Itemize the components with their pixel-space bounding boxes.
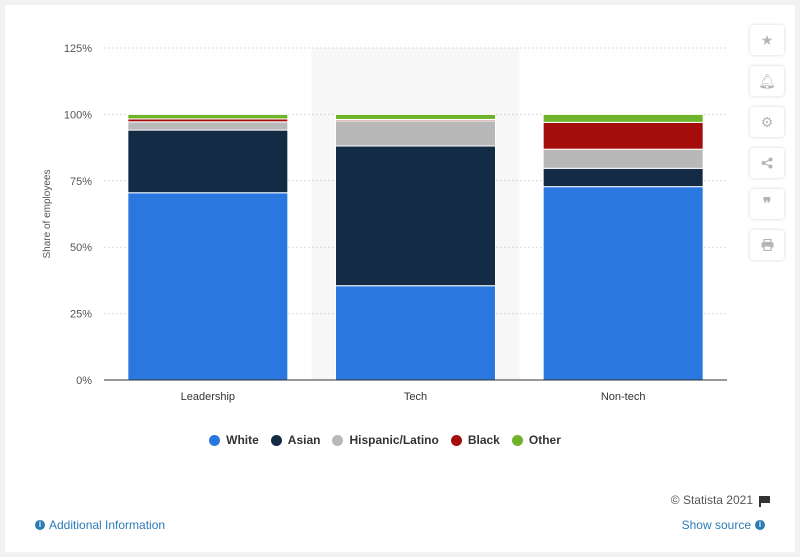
y-tick-label: 25% <box>70 309 92 321</box>
bar-other-tech <box>335 113 496 120</box>
y-tick-label: 125% <box>64 43 92 55</box>
bar-hispanic-latino-non-tech <box>542 148 704 169</box>
x-tick-label: Non-tech <box>601 391 646 403</box>
statista-credit[interactable]: © Statista 2021 <box>670 493 770 507</box>
y-tick-label: 75% <box>70 176 92 188</box>
legend-item-asian[interactable]: Asian <box>270 433 321 447</box>
info-icon: i <box>755 520 765 530</box>
x-tick-label: Leadership <box>181 391 235 403</box>
bar-other-non-tech <box>542 113 704 123</box>
bar-black-non-tech <box>542 121 704 150</box>
legend-dot <box>450 434 462 446</box>
legend-dot <box>209 434 221 446</box>
gear-icon[interactable]: ⚙︎ <box>750 107 784 137</box>
legend-label: Black <box>467 433 500 447</box>
legend-label: Hispanic/Latino <box>349 433 439 447</box>
bar-asian-non-tech <box>542 167 704 188</box>
print-icon[interactable] <box>750 230 784 260</box>
bar-white-non-tech <box>542 186 704 381</box>
star-icon[interactable]: ★ <box>750 25 784 55</box>
stacked-bar-chart: 0% 25% 50% 75% 100% 125% Share of employees Lea… <box>42 43 727 403</box>
show-source-link[interactable]: Show source i <box>682 518 769 532</box>
flag-icon <box>759 495 770 507</box>
legend-dot <box>511 434 523 446</box>
bar-white-tech <box>335 285 496 381</box>
chart-card: 0% 25% 50% 75% 100% 125% Share of employees Lea… <box>5 5 795 552</box>
legend-item-hispanic-latino[interactable]: Hispanic/Latino <box>332 433 439 447</box>
additional-information-link[interactable]: i Additional Information <box>31 518 165 532</box>
y-tick-label: 50% <box>70 242 92 254</box>
legend-label: Other <box>528 433 561 447</box>
legend-dot <box>332 434 344 446</box>
share-icon[interactable] <box>750 148 784 178</box>
bell-icon[interactable]: 🔔︎ <box>750 66 784 96</box>
legend-item-white[interactable]: White <box>209 433 259 447</box>
legend-label: White <box>226 433 259 447</box>
info-icon: i <box>35 520 45 530</box>
legend-item-black[interactable]: Black <box>450 433 500 447</box>
credit-text: © Statista 2021 <box>670 493 753 507</box>
legend-label: Asian <box>287 433 321 447</box>
show-source-label: Show source <box>681 518 751 532</box>
bar-asian-tech <box>335 145 496 287</box>
quote-icon[interactable]: ❞ <box>750 189 784 219</box>
bar-white-leadership <box>127 192 289 381</box>
bar-hispanic-latino-tech <box>335 120 496 147</box>
y-axis-label: Share of employees <box>42 170 53 259</box>
legend-item-other[interactable]: Other <box>511 433 561 447</box>
additional-information-label: Additional Information <box>49 518 166 532</box>
x-tick-label: Tech <box>404 391 427 403</box>
bar-asian-leadership <box>127 129 289 194</box>
legend-dot <box>270 434 282 446</box>
bar-hispanic-latino-leadership <box>127 121 289 131</box>
toolbar: ★ 🔔︎ ⚙︎ ❞ <box>750 25 784 271</box>
y-tick-label: 0% <box>76 375 92 387</box>
y-tick-label: 100% <box>64 109 92 121</box>
chart-legend: White Asian Hispanic/Latino Black Other <box>5 433 765 447</box>
bar-other-leadership <box>127 113 289 120</box>
